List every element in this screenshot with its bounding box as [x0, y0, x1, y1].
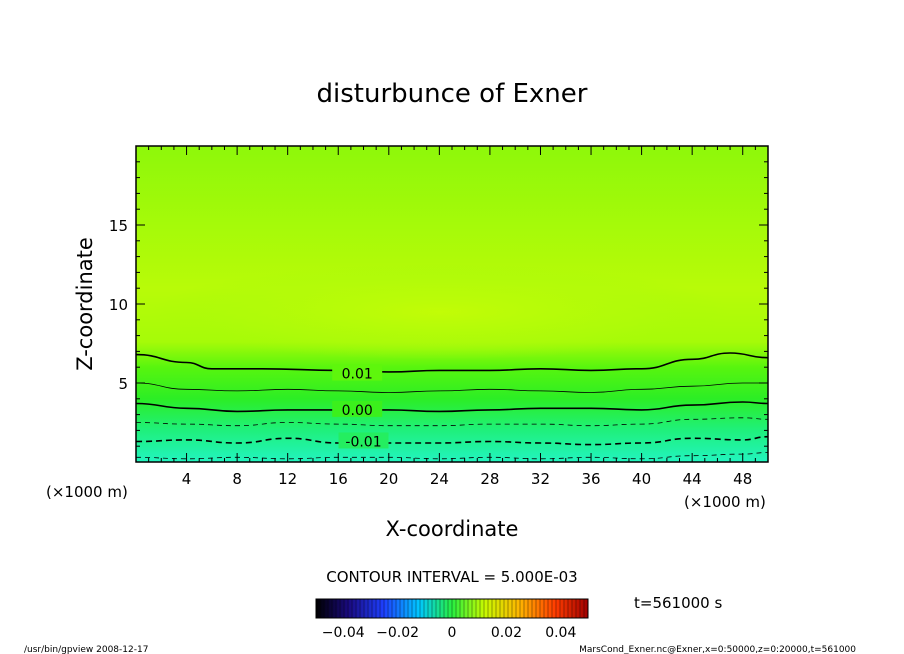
contour-lines: [136, 352, 768, 460]
contour-labels: 0.01 0.00 -0.01: [332, 364, 389, 450]
colorbar-tick-label: 0.02: [491, 625, 522, 641]
contour-line: [136, 352, 768, 373]
contour-line: [136, 401, 768, 413]
y-axis-unit: (×1000 m): [46, 483, 128, 501]
contour-interval-label: CONTOUR INTERVAL = 5.000E-03: [326, 568, 577, 586]
plot-area: [136, 146, 768, 462]
x-axis-label: X-coordinate: [386, 517, 519, 541]
contour-label-bg: [332, 364, 383, 381]
contour-line: [136, 417, 768, 427]
y-tick-label: 5: [118, 375, 128, 393]
x-tick-label: 16: [329, 470, 348, 488]
x-tick-label: 32: [531, 470, 550, 488]
footer-left: /usr/bin/gpview 2008-12-17: [24, 645, 148, 654]
contour-line: [136, 382, 768, 393]
x-tick-label: 40: [632, 470, 651, 488]
colorbar: [315, 598, 589, 619]
x-tick-label: 36: [581, 470, 600, 488]
x-tick-label: 24: [430, 470, 449, 488]
colorbar-stripes: [319, 599, 585, 618]
x-tick-label: 12: [278, 470, 297, 488]
contour-label: 0.00: [342, 403, 373, 419]
colorbar-tick-label: 0: [448, 625, 457, 641]
contour-label-bg: [332, 400, 383, 417]
y-tick-label: 15: [109, 217, 128, 235]
x-tick-label: 20: [379, 470, 398, 488]
x-axis-tick-labels: 4 8 12 16 20 24 28 32 36 40 44 48: [182, 470, 752, 488]
contour-label: 0.01: [342, 367, 373, 383]
chart-title: disturbunce of Exner: [317, 79, 588, 109]
contour-label-bg: [338, 432, 389, 449]
y-axis-tick-labels: 5 10 15: [109, 217, 128, 393]
x-tick-label: 44: [683, 470, 702, 488]
maximum-region: [150, 264, 730, 360]
colorbar-tick-label: 0.04: [545, 625, 576, 641]
x-tick-label: 28: [480, 470, 499, 488]
colorbar-tick-label: −0.02: [376, 625, 419, 641]
x-axis-ticks: [148, 146, 756, 462]
x-tick-label: 8: [232, 470, 242, 488]
y-tick-label: 10: [109, 296, 128, 314]
contour-line: [136, 435, 768, 446]
colorbar-tick-label: −0.04: [322, 625, 365, 641]
time-label: t=561000 s: [634, 594, 722, 612]
footer-right: MarsCond_Exner.nc@Exner,x=0:50000,z=0:20…: [579, 645, 856, 654]
x-axis-unit: (×1000 m): [684, 493, 766, 511]
colorbar-tick-labels: −0.04 −0.02 0 0.02 0.04: [322, 625, 577, 641]
y-axis-ticks: [136, 161, 768, 447]
contour-label: -0.01: [345, 434, 381, 450]
x-tick-label: 4: [182, 470, 192, 488]
x-tick-label: 48: [733, 470, 752, 488]
y-axis-label: Z-coordinate: [73, 237, 97, 371]
